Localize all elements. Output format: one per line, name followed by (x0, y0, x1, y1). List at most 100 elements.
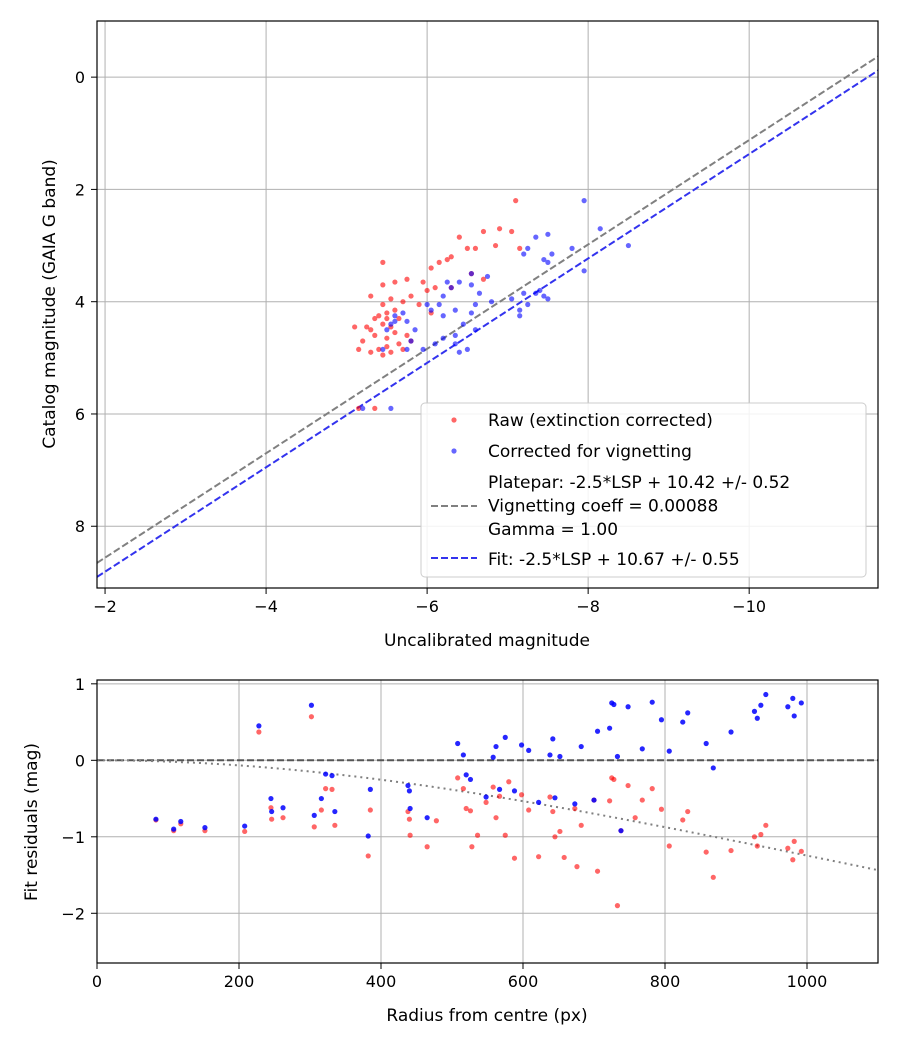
data-point (372, 315, 378, 322)
data-point (581, 198, 587, 204)
bottom-y-axis-label: Fit residuals (mag) (22, 743, 42, 901)
data-point (407, 805, 413, 812)
data-point (525, 301, 531, 308)
data-point (552, 834, 558, 840)
data-point (323, 786, 329, 792)
data-point (751, 708, 758, 714)
data-point (380, 321, 386, 327)
data-point (754, 843, 760, 849)
data-point (472, 301, 479, 308)
data-point (625, 242, 632, 249)
data-point (444, 279, 450, 285)
y-tick-label: −1 (61, 828, 85, 847)
top-ticks: −2 −4 −6 −8 −10 0 2 4 6 8 (75, 68, 766, 616)
data-point (666, 843, 672, 849)
data-point (649, 699, 655, 705)
data-point (511, 788, 518, 794)
data-point (308, 714, 315, 720)
legend-label-fit: Fit: -2.5*LSP + 10.67 +/- 0.55 (488, 550, 740, 570)
data-point (502, 734, 508, 740)
data-point (550, 808, 556, 815)
data-point (547, 752, 553, 758)
data-point (728, 847, 734, 854)
data-point (380, 352, 386, 358)
data-point (428, 265, 434, 271)
data-point (256, 723, 262, 729)
x-tick-label: −2 (93, 597, 117, 616)
top-y-axis-label: Catalog magnitude (GAIA G band) (40, 159, 60, 449)
data-point (658, 717, 665, 723)
data-point (607, 798, 613, 804)
data-point (594, 868, 601, 874)
data-point (467, 776, 474, 783)
data-point (464, 245, 470, 251)
bottom-x-axis-label: Radius from centre (px) (386, 1006, 587, 1026)
data-point (611, 701, 617, 708)
data-point (372, 405, 378, 411)
data-point (536, 799, 542, 805)
data-point (408, 293, 414, 299)
data-point (541, 256, 547, 263)
data-point (468, 282, 474, 288)
data-point (518, 742, 525, 748)
data-point (468, 310, 474, 316)
top-points (352, 198, 632, 411)
data-point (798, 848, 804, 854)
data-point (424, 815, 430, 821)
x-tick-label: −4 (254, 597, 278, 616)
data-point (384, 335, 390, 341)
data-point (242, 828, 248, 835)
data-point (329, 786, 335, 792)
data-point (680, 719, 686, 725)
data-point (376, 313, 382, 319)
data-point (488, 299, 495, 305)
data-point (380, 282, 386, 288)
fit-line (97, 69, 878, 578)
data-point (368, 327, 374, 333)
data-point (509, 296, 515, 302)
data-point (591, 797, 597, 803)
bottom-panel: 0 200 400 600 800 1000 1 0 −1 −2 Radius from cent… (22, 675, 879, 1026)
data-point (452, 307, 458, 313)
data-point (541, 293, 547, 299)
data-point (444, 256, 450, 263)
legend-frame (420, 402, 867, 578)
data-point (472, 327, 479, 333)
legend-label-corrected: Corrected for vignetting (488, 442, 692, 462)
data-point (545, 296, 551, 302)
y-tick-label: 0 (75, 751, 85, 770)
data-point (521, 251, 527, 257)
data-point (574, 864, 580, 870)
data-point (502, 832, 508, 838)
data-point (318, 807, 324, 813)
data-point (710, 765, 716, 771)
data-point (476, 290, 483, 296)
data-point (352, 324, 358, 330)
data-point (392, 279, 398, 285)
data-point (405, 782, 411, 789)
data-point (400, 299, 406, 305)
data-point (537, 287, 543, 294)
data-point (493, 743, 499, 750)
data-point (424, 844, 430, 850)
data-point (384, 327, 390, 333)
data-point (396, 315, 402, 322)
data-point (392, 313, 398, 319)
data-point (384, 344, 390, 350)
data-point (460, 752, 466, 758)
data-point (433, 818, 439, 824)
data-point (754, 715, 760, 721)
bottom-points (153, 691, 804, 909)
top-lines (97, 55, 878, 578)
data-point (785, 845, 791, 851)
data-point (440, 293, 446, 299)
data-point (280, 805, 286, 811)
data-point (525, 245, 531, 251)
data-point (388, 405, 394, 411)
data-point (785, 704, 791, 710)
data-point (526, 747, 532, 753)
data-point (791, 713, 797, 719)
y-tick-label: 1 (75, 675, 85, 694)
data-point (517, 307, 523, 313)
